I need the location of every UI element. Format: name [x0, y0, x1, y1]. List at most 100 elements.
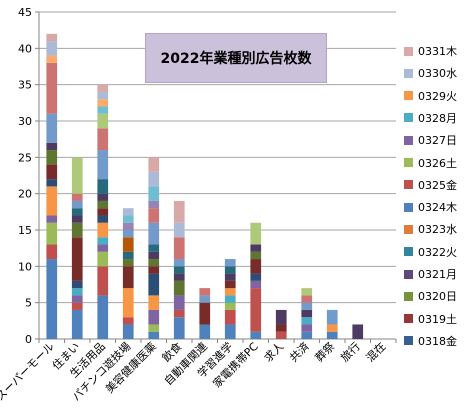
bar-segment — [71, 280, 83, 289]
y-tick-label: 25 — [18, 151, 32, 164]
bar-segment — [199, 295, 211, 303]
legend-label: 0331木 — [418, 45, 457, 58]
bar-segment — [46, 244, 58, 260]
y-axis: 0 5 10 15 20 25 30 35 40 45 — [18, 6, 40, 346]
bar-segment — [173, 237, 185, 260]
bar-segment — [173, 273, 185, 281]
bar-segment — [326, 331, 338, 339]
bar-segment — [148, 259, 160, 267]
legend-label: 0320日 — [418, 290, 457, 304]
bar-segment — [301, 295, 313, 303]
legend-swatch — [404, 46, 413, 56]
bar-segment — [97, 222, 109, 238]
bar-segment — [224, 280, 236, 289]
bar-segment — [46, 62, 58, 114]
bar-segment — [173, 222, 185, 238]
legend-item: 0321月 — [404, 267, 457, 281]
bar-segment — [122, 251, 134, 260]
bar-segment — [46, 150, 58, 165]
x-tick-label: 旅行 — [337, 339, 362, 364]
legend-swatch — [404, 224, 413, 234]
bar-segment — [46, 259, 58, 339]
bar-segment — [97, 106, 109, 114]
bar-segment — [148, 273, 160, 296]
legend-item: 0325金 — [404, 178, 457, 192]
legend-item: 0318金 — [404, 334, 457, 348]
bar-segment — [97, 237, 109, 245]
bar-segment — [71, 237, 83, 281]
bar-segment — [301, 324, 313, 332]
bar-segment — [97, 266, 109, 296]
bar-segment — [97, 295, 109, 339]
legend-item: 0327日 — [404, 133, 457, 147]
legend-label: 0327日 — [418, 134, 457, 148]
bar-segment — [46, 186, 58, 216]
bar-segment — [301, 302, 313, 310]
legend-swatch — [404, 68, 413, 78]
bar-segment — [224, 288, 236, 296]
bar-segment — [301, 317, 313, 325]
bar-segment — [301, 331, 313, 339]
bar-segment — [352, 324, 364, 339]
bar-segment — [71, 157, 83, 194]
bar-segment — [46, 33, 58, 42]
bar-segment — [148, 251, 160, 260]
bar-segment — [199, 324, 211, 339]
bar-segment — [250, 280, 262, 289]
bar-segment — [71, 288, 83, 296]
bar-segment — [122, 266, 134, 289]
bar-segment — [148, 324, 160, 332]
legend-label: 0326土 — [418, 156, 457, 170]
y-tick-label: 45 — [18, 6, 32, 19]
bar-segment — [122, 237, 134, 252]
bar-segment — [148, 171, 160, 187]
bar-segment — [122, 230, 134, 238]
legend-swatch — [404, 91, 413, 101]
bar-segment — [250, 259, 262, 274]
bar-segment — [46, 222, 58, 245]
legend-label: 0330水 — [418, 67, 457, 81]
bar-segment — [97, 113, 109, 129]
legend-label: 0318金 — [418, 334, 457, 348]
chart-title: 2022年業種別広告枚数 — [145, 33, 327, 83]
bar-segment — [122, 288, 134, 318]
bar-segment — [97, 200, 109, 209]
x-tick-label: 葬祭 — [313, 340, 338, 365]
legend-item: 0331木 — [404, 44, 457, 58]
bar-segment — [71, 295, 83, 303]
bar-segment — [46, 215, 58, 223]
legend-swatch — [404, 291, 413, 301]
legend-item: 0329火 — [404, 89, 457, 103]
legend-swatch — [404, 135, 413, 145]
bar-segment — [97, 150, 109, 180]
bar-segment — [224, 302, 236, 310]
bar-segment — [46, 55, 58, 63]
bar-segment — [71, 215, 83, 223]
y-tick-label: 15 — [18, 224, 32, 237]
bar-segment — [250, 331, 262, 339]
legend-swatch — [404, 336, 413, 346]
legend-item: 0320日 — [404, 289, 457, 303]
bar-segment — [97, 99, 109, 107]
bar-segment — [46, 142, 58, 151]
bar-segment — [97, 91, 109, 100]
legend-item: 0328月 — [404, 111, 457, 125]
x-tick-label: 混在 — [364, 340, 389, 365]
bar-segment — [46, 164, 58, 180]
bar-segment — [122, 222, 134, 230]
bar-segment — [46, 41, 58, 56]
bar-segment — [71, 309, 83, 339]
bar-segment — [173, 259, 185, 267]
y-tick-label: 10 — [18, 260, 32, 273]
bar-segment — [122, 317, 134, 325]
legend-label: 0319土 — [418, 312, 457, 326]
bar-segment — [148, 157, 160, 172]
bar-segment — [46, 179, 58, 187]
legend-swatch — [404, 247, 413, 257]
bar-segment — [71, 208, 83, 216]
bar-segment — [326, 309, 338, 325]
x-tick-label: 共済 — [286, 339, 311, 364]
bar-segment — [148, 200, 160, 209]
y-tick-label: 0 — [25, 333, 32, 346]
legend-label: 0321月 — [418, 268, 457, 281]
